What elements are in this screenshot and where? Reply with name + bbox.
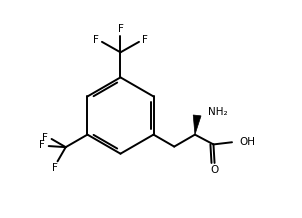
Text: F: F bbox=[53, 163, 58, 173]
Text: O: O bbox=[210, 165, 219, 175]
Text: F: F bbox=[142, 35, 148, 45]
Text: F: F bbox=[117, 24, 124, 34]
Text: NH₂: NH₂ bbox=[208, 107, 228, 116]
Text: F: F bbox=[42, 133, 48, 143]
Text: OH: OH bbox=[239, 137, 255, 147]
Text: F: F bbox=[93, 35, 99, 45]
Text: F: F bbox=[39, 140, 45, 150]
Polygon shape bbox=[193, 115, 201, 135]
